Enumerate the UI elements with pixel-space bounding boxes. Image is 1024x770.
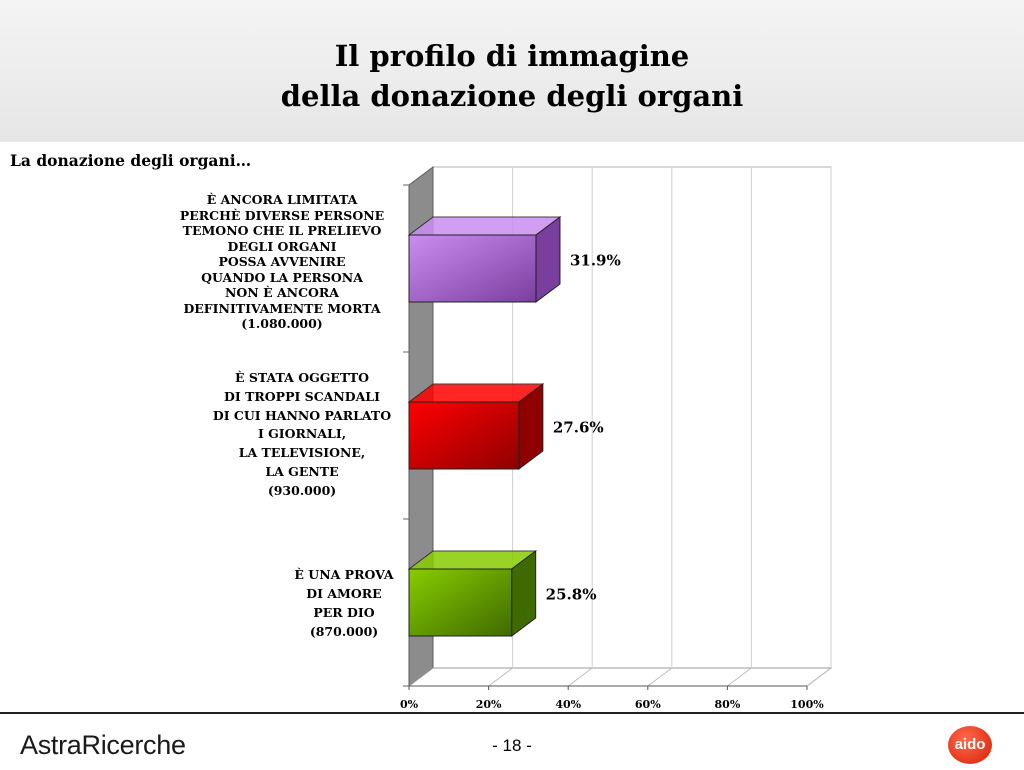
category-label-line: TEMONO CHE IL PRELIEVO (182, 223, 382, 238)
x-tick-label: 20% (476, 698, 502, 711)
x-tick-label: 80% (715, 698, 741, 711)
category-label-line: QUANDO LA PERSONA (201, 269, 363, 285)
value-label: 27.6% (553, 419, 604, 437)
category-label-line: POSSA AVVENIRE (218, 254, 346, 269)
category-label-line: (930.000) (267, 482, 337, 498)
gridline-floor (806, 667, 832, 687)
category-label-line: È STATA OGGETTO (234, 370, 370, 385)
x-tick-label: 60% (635, 698, 661, 711)
category-label-line: LA TELEVISIONE, (238, 445, 366, 461)
bar (408, 568, 513, 637)
category-label-3: È UNA PROVA DI AMORE PER DIO (870.000) (229, 565, 459, 641)
category-label-line: NON È ANCORA (224, 285, 340, 300)
value-label: 31.9% (570, 252, 621, 270)
bar (408, 401, 520, 470)
gridline-floor (727, 667, 752, 687)
value-label: 25.8% (546, 586, 597, 604)
category-label-line: DI CUI HANNO PARLATO (212, 407, 392, 423)
x-tick-label: 0% (400, 698, 419, 711)
slide-title: Il profilo di immagine della donazione d… (280, 39, 744, 113)
page-number: - 18 - (492, 736, 532, 755)
x-tick-label: 40% (555, 698, 581, 711)
footer: AstraRicerche - 18 - aido (0, 712, 1024, 770)
category-label-line: PER DIO (313, 605, 375, 620)
category-label-line: PERCHÈ DIVERSE PERSONE (179, 207, 385, 223)
header-band (0, 0, 1024, 142)
chart-subtitle: La donazione degli organi… (10, 151, 252, 170)
category-label-line: (1.080.000) (241, 316, 323, 331)
category-label-line: DEFINITIVAMENTE MORTA (183, 300, 381, 316)
gridline-floor (647, 667, 673, 687)
category-label-line: LA GENTE (265, 463, 339, 479)
category-label-2: È STATA OGGETTO DI TROPPI SCANDALI DI CU… (187, 369, 417, 501)
x-tick-label: 100% (790, 698, 824, 711)
aido-logo: aido (948, 726, 992, 764)
gridline-floor (567, 667, 593, 687)
astraricerche-logo: AstraRicerche (20, 730, 186, 760)
category-label-line: È ANCORA LIMITATA (206, 192, 358, 207)
category-label-line: DI TROPPI SCANDALI (224, 388, 380, 404)
chart-floor (407, 667, 833, 687)
bar-top-face (407, 216, 562, 236)
category-label-1: È ANCORA LIMITATA PERCHÈ DIVERSE PERSONE… (167, 192, 397, 332)
category-label-line: DEGLI ORGANI (227, 238, 337, 254)
category-label-line: I GIORNALI, (257, 426, 347, 442)
bar-chart: 0% 20% 40% 60% 80% 100% 31.9% 27.6% 25.8% (400, 166, 833, 711)
category-label-line: (870.000) (309, 624, 379, 639)
category-label-line: È UNA PROVA (294, 567, 394, 582)
gridline-floor (488, 667, 513, 687)
category-label-line: DI AMORE (306, 586, 382, 601)
bar (408, 234, 537, 303)
